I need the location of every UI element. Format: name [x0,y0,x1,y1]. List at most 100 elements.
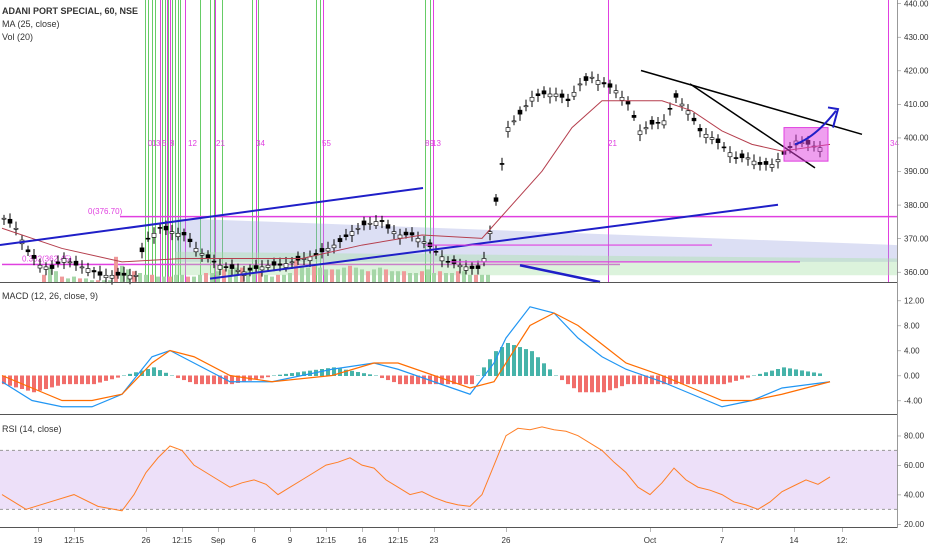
macd-panel [1,306,831,408]
macd-histogram-bar [320,369,324,376]
rsi-panel-border [0,527,897,528]
candle-wick [57,255,59,268]
volume-bar [432,273,436,282]
macd-histogram-bar [290,373,294,376]
volume-bar [54,271,58,282]
price-y-tick [897,36,901,38]
volume-bar [192,276,196,282]
candle-body [109,274,115,279]
x-axis-tick [146,528,147,532]
volume-bar [180,274,184,282]
candle-body [169,231,175,234]
candle-body [445,261,451,263]
x-axis-tick-label: 7 [720,536,725,545]
macd-histogram-bar [620,375,624,387]
candle-body [403,231,409,236]
trendline-lower-blue [209,203,779,280]
macd-histogram-bar [494,351,498,376]
macd-histogram-bar [146,369,150,376]
candle-body [679,103,685,107]
volume-bar [276,274,280,282]
rsi-y-tick-label: 20.00 [904,520,925,529]
price-y-tick [897,204,901,206]
candle-body [31,254,37,259]
candle-body [79,266,85,269]
volume-bar [480,274,484,282]
cycle-label: 34 [890,139,899,148]
volume-bar [168,276,172,282]
candle-body [409,232,415,236]
rsi-legend: RSI (14, close) [2,423,62,436]
candle-body [475,265,481,269]
candle-body [613,90,619,94]
candle-body [355,227,361,230]
candle-body [175,233,181,237]
macd-y-tick-label: 4.00 [904,347,920,356]
candle-body [163,225,169,231]
cycle-line-magenta [170,0,171,282]
candle-body [517,109,523,115]
fib-level-label: 0.382(362.45) [22,255,72,264]
candle-body [145,237,151,240]
macd-histogram-bar [722,375,726,385]
macd-histogram-bar [422,375,426,385]
rsi-title: RSI (14, close) [2,424,62,434]
cycle-line-green [168,0,169,282]
candle-body [589,76,595,79]
macd-histogram-bar [416,375,420,385]
cycle-line-magenta [160,0,161,282]
macd-histogram-bar [452,375,456,385]
price-y-tick-label: 380.00 [904,201,929,210]
volume-bar [66,278,70,282]
macd-histogram-bar [440,375,444,385]
macd-histogram-bar [764,372,768,376]
volume-bar [312,265,316,282]
candle-body [379,220,385,222]
macd-histogram-bar [350,370,354,376]
volume-bar [48,267,52,282]
macd-histogram-bar [338,368,342,376]
candle-body [91,270,97,273]
cycle-line-green [175,0,176,282]
candle-body [139,247,145,253]
candle-body [415,238,421,243]
macd-histogram-bar [374,375,378,376]
macd-histogram-bar [740,375,744,380]
breakout-box [783,127,829,162]
cycle-line-green [214,0,215,282]
x-axis-tick [794,528,795,532]
x-axis-tick [650,528,651,532]
macd-histogram-bar [128,373,132,376]
candle-wick [435,245,437,256]
x-axis-tick [182,528,183,532]
candle-body [73,260,79,266]
volume-bar [96,280,100,282]
macd-histogram-bar [194,375,198,385]
volume-bar [378,267,382,282]
macd-histogram-bar [458,375,462,385]
volume-bar [108,280,112,282]
macd-histogram-bar [434,375,438,385]
candle-body [337,238,343,243]
volume-bar [348,265,352,282]
macd-y-tick-label: -4.00 [904,397,923,406]
candle-body [319,248,325,253]
macd-histogram-bar [650,375,654,385]
cycle-line-green [210,0,211,282]
volume-bar [390,271,394,282]
candle-body [199,253,205,256]
macd-histogram-bar [752,375,756,376]
macd-histogram-bar [86,375,90,385]
fib-level-line [120,215,897,218]
candle-wick [237,263,239,276]
macd-histogram-bar [2,375,6,385]
candle-body [103,274,109,278]
candle-body [385,224,391,229]
candle-body [37,264,43,269]
candle-body [391,231,397,235]
cycle-line-green [152,0,153,282]
price-legend: ADANI PORT SPECIAL, 60, NSE MA (25, clos… [2,5,138,44]
macd-histogram-bar [200,375,204,385]
candle-body [259,266,265,271]
